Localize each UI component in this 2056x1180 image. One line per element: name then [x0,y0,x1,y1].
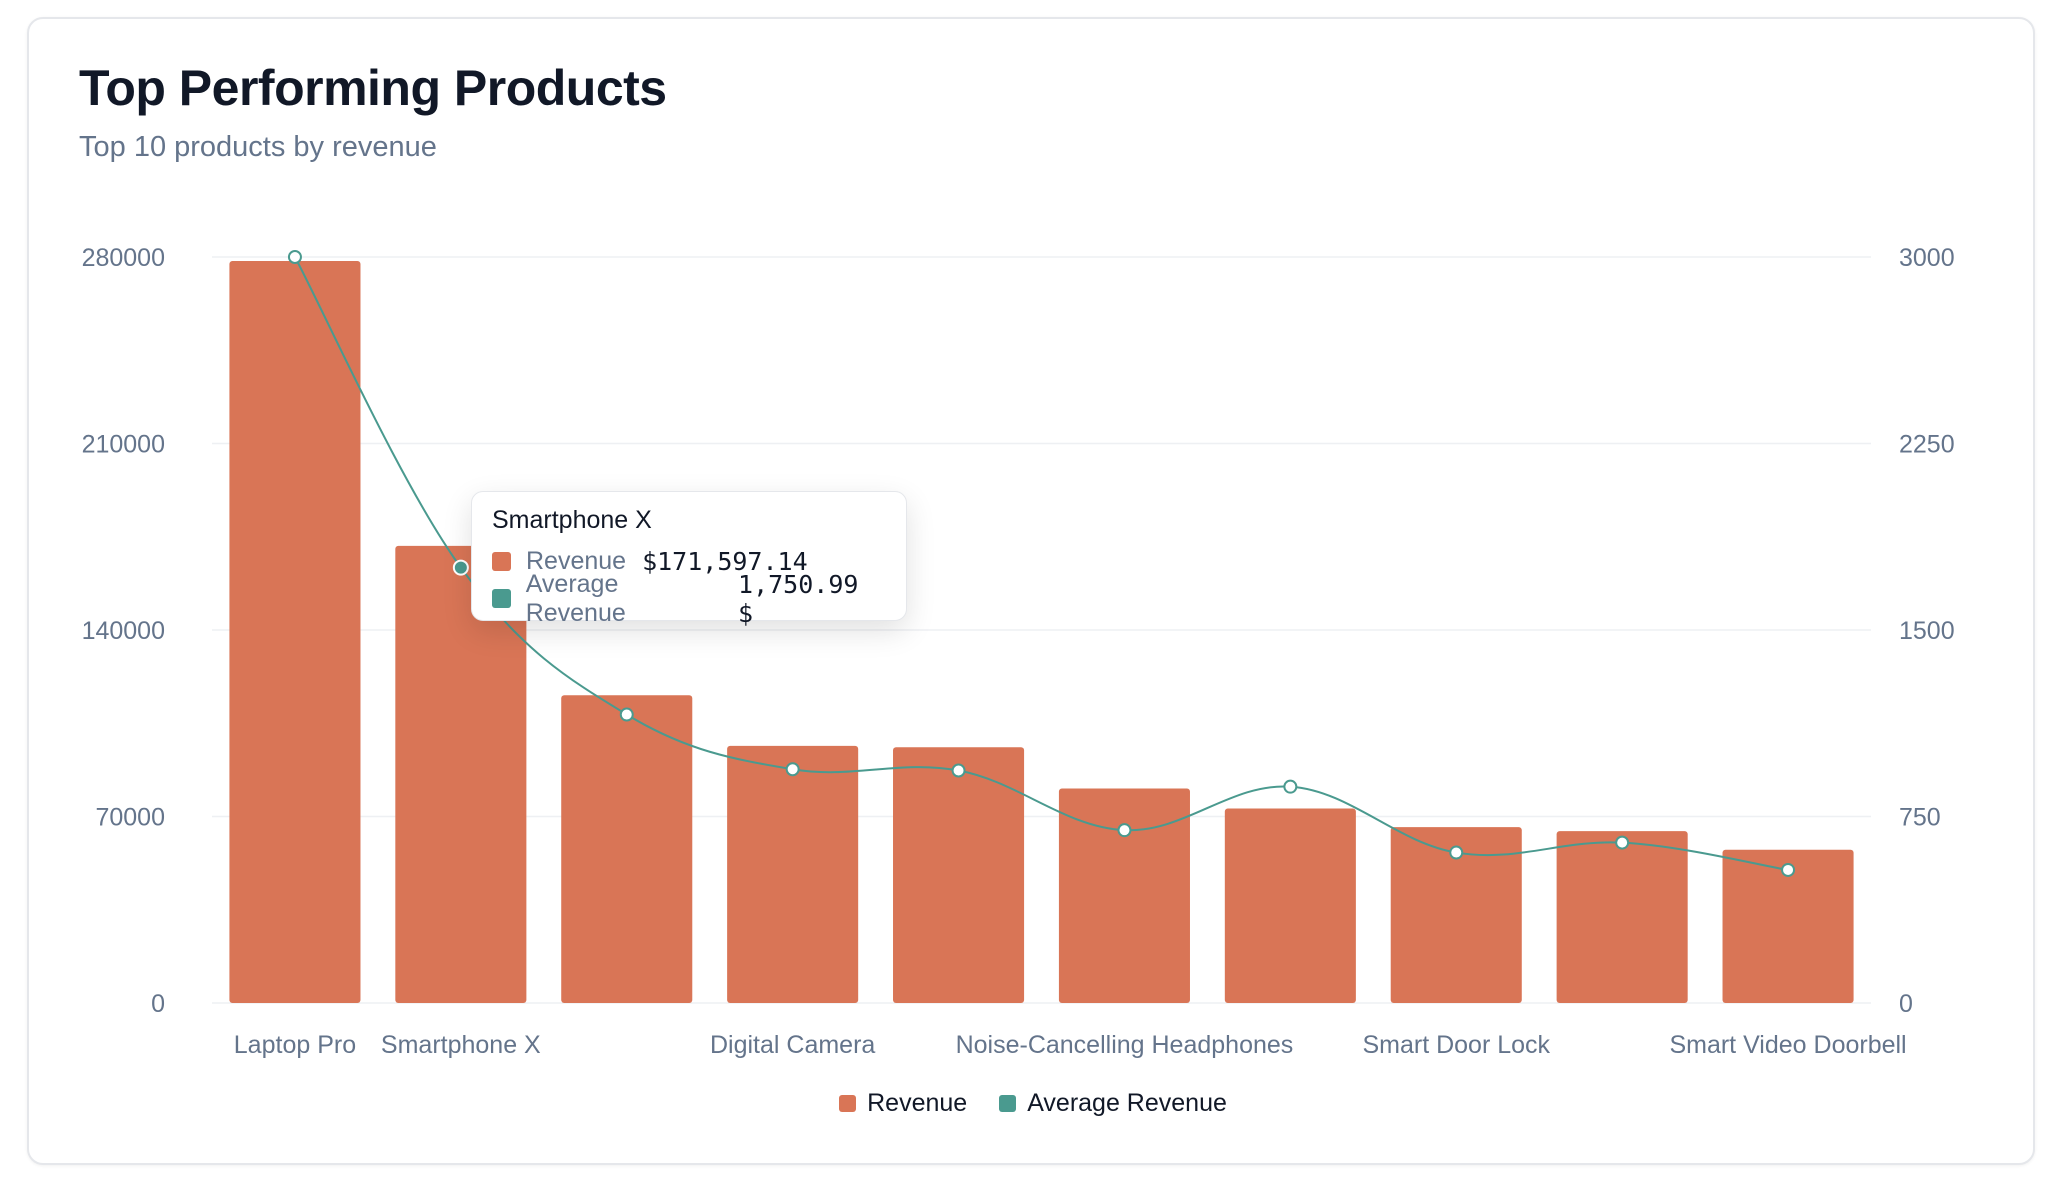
bar [229,260,361,1003]
bar [727,745,859,1003]
tooltip-label: Average Revenue [525,569,626,627]
tooltip-row-average: Average Revenue 1,750.99 $ [492,570,886,628]
line-point [452,559,469,576]
bar [561,695,693,1003]
legend-item-revenue[interactable]: Revenue [839,1089,967,1118]
average-swatch-icon [492,589,511,608]
line-point [1781,862,1796,877]
revenue-swatch-icon [492,552,511,571]
bar [1390,827,1522,1003]
y-right-tick-label: 750 [1899,804,1941,832]
chart-legend: Revenue Average Revenue [29,1089,2037,1118]
x-tick-label: Smart Video Doorbell [1669,1031,1906,1059]
x-tick-label: Smart Door Lock [1362,1031,1550,1059]
y-right-tick-label: 1500 [1899,617,1955,645]
y-left-tick-label: 280000 [82,244,165,272]
line-point [1283,779,1298,794]
tooltip-label: Revenue [526,547,627,575]
tooltip-row-revenue: Revenue $171,597.14 [492,543,886,580]
y-left-tick-label: 210000 [82,431,165,459]
legend-item-average-revenue[interactable]: Average Revenue [999,1089,1227,1118]
bar [893,747,1025,1003]
chart-tooltip: Smartphone X Revenue $171,597.14 Average… [471,491,907,628]
line-point [619,707,634,722]
line-point [1449,845,1464,860]
bar [1058,788,1190,1003]
x-tick-label: Smartphone X [381,1031,541,1059]
chart-title: Top Performing Products [79,60,667,116]
revenue-legend-icon [839,1095,857,1112]
average-legend-icon [999,1095,1017,1112]
chart-subtitle: Top 10 products by revenue [79,131,437,163]
y-right-tick-label: 3000 [1899,244,1955,272]
line-point [287,250,302,264]
y-left-tick-label: 70000 [95,804,165,832]
bar [1556,831,1688,1003]
chart-card: Top Performing Products Top 10 products … [27,17,2035,1165]
x-tick-label: Digital Camera [710,1031,875,1059]
x-tick-label: Laptop Pro [234,1031,356,1059]
legend-label: Average Revenue [1027,1089,1227,1117]
y-right-tick-label: 0 [1899,990,1913,1018]
tooltip-value: 1,750.99 $ [738,569,859,628]
tooltip-value: $171,597.14 [642,547,808,576]
bar [395,545,527,1003]
y-left-tick-label: 140000 [82,617,165,645]
tooltip-title: Smartphone X [492,506,652,534]
chart-plot[interactable]: 0 70000 140000 210000 280000 0 750 1500 2250 3000… [29,19,2037,1167]
y-left-tick-label: 0 [151,990,165,1018]
x-tick-label: Noise-Cancelling Headphones [956,1031,1294,1059]
line-point [1615,835,1630,850]
bar [1722,849,1854,1003]
y-right-tick-label: 2250 [1899,431,1955,459]
legend-label: Revenue [867,1089,968,1117]
line-point [1117,823,1132,838]
line-point [951,763,966,778]
line-point [785,762,800,777]
bar [1224,808,1356,1003]
